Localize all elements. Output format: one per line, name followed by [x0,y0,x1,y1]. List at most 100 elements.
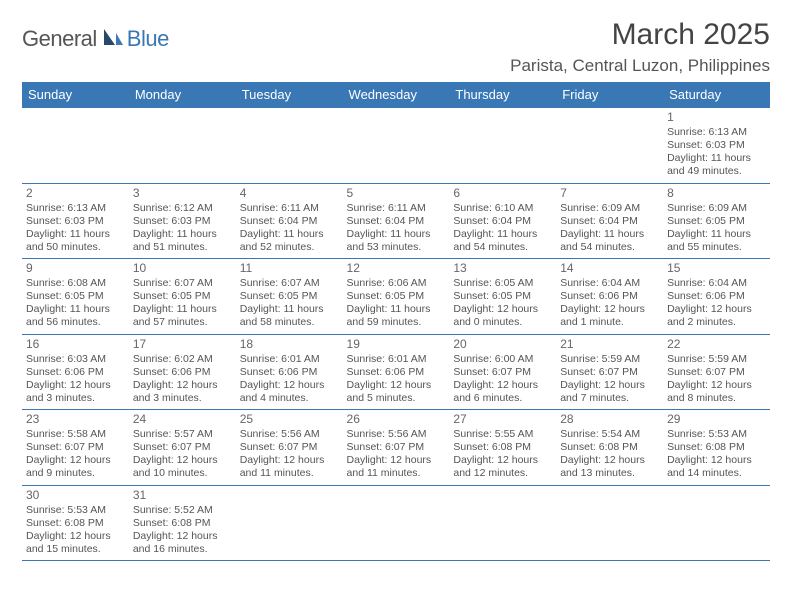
calendar-cell: 5Sunrise: 6:11 AMSunset: 6:04 PMDaylight… [343,183,450,259]
daylight-text: Daylight: 12 hours [667,303,766,316]
sunset-text: Sunset: 6:08 PM [26,517,125,530]
calendar-cell: 24Sunrise: 5:57 AMSunset: 6:07 PMDayligh… [129,410,236,486]
location: Parista, Central Luzon, Philippines [510,56,770,76]
sunrise-text: Sunrise: 5:57 AM [133,428,232,441]
day-number: 10 [133,261,232,276]
daylight-text: and 1 minute. [560,316,659,329]
sunset-text: Sunset: 6:07 PM [453,366,552,379]
calendar-row: 9Sunrise: 6:08 AMSunset: 6:05 PMDaylight… [22,259,770,335]
sunrise-text: Sunrise: 6:09 AM [560,202,659,215]
calendar-cell: 22Sunrise: 5:59 AMSunset: 6:07 PMDayligh… [663,334,770,410]
day-number: 29 [667,412,766,427]
day-number: 13 [453,261,552,276]
sunset-text: Sunset: 6:04 PM [560,215,659,228]
daylight-text: and 53 minutes. [347,241,446,254]
daylight-text: Daylight: 12 hours [560,379,659,392]
daylight-text: Daylight: 11 hours [347,303,446,316]
day-number: 9 [26,261,125,276]
sunset-text: Sunset: 6:03 PM [26,215,125,228]
sunrise-text: Sunrise: 6:00 AM [453,353,552,366]
calendar-cell: 16Sunrise: 6:03 AMSunset: 6:06 PMDayligh… [22,334,129,410]
month-title: March 2025 [510,18,770,52]
sunrise-text: Sunrise: 5:53 AM [667,428,766,441]
daylight-text: and 4 minutes. [240,392,339,405]
daylight-text: Daylight: 12 hours [240,379,339,392]
daylight-text: Daylight: 12 hours [133,379,232,392]
sunrise-text: Sunrise: 6:11 AM [347,202,446,215]
sunset-text: Sunset: 6:07 PM [560,366,659,379]
sunrise-text: Sunrise: 6:02 AM [133,353,232,366]
sunset-text: Sunset: 6:05 PM [26,290,125,303]
sunrise-text: Sunrise: 6:03 AM [26,353,125,366]
calendar-cell: 21Sunrise: 5:59 AMSunset: 6:07 PMDayligh… [556,334,663,410]
calendar-body: 1Sunrise: 6:13 AMSunset: 6:03 PMDaylight… [22,108,770,561]
sunrise-text: Sunrise: 6:08 AM [26,277,125,290]
sunrise-text: Sunrise: 6:04 AM [667,277,766,290]
day-number: 12 [347,261,446,276]
calendar-cell: 14Sunrise: 6:04 AMSunset: 6:06 PMDayligh… [556,259,663,335]
sail-icon [102,27,124,52]
sunset-text: Sunset: 6:06 PM [667,290,766,303]
daylight-text: and 7 minutes. [560,392,659,405]
sunrise-text: Sunrise: 6:10 AM [453,202,552,215]
calendar-table: Sunday Monday Tuesday Wednesday Thursday… [22,82,770,561]
calendar-cell: 20Sunrise: 6:00 AMSunset: 6:07 PMDayligh… [449,334,556,410]
calendar-cell: 3Sunrise: 6:12 AMSunset: 6:03 PMDaylight… [129,183,236,259]
daylight-text: Daylight: 12 hours [347,379,446,392]
daylight-text: Daylight: 11 hours [26,228,125,241]
calendar-cell: 18Sunrise: 6:01 AMSunset: 6:06 PMDayligh… [236,334,343,410]
sunrise-text: Sunrise: 5:55 AM [453,428,552,441]
daylight-text: Daylight: 12 hours [347,454,446,467]
daylight-text: Daylight: 11 hours [133,228,232,241]
day-header: Wednesday [343,82,450,108]
calendar-row: 23Sunrise: 5:58 AMSunset: 6:07 PMDayligh… [22,410,770,486]
sunset-text: Sunset: 6:07 PM [133,441,232,454]
day-number: 7 [560,186,659,201]
calendar-cell: 7Sunrise: 6:09 AMSunset: 6:04 PMDaylight… [556,183,663,259]
daylight-text: Daylight: 12 hours [133,530,232,543]
sunrise-text: Sunrise: 6:04 AM [560,277,659,290]
daylight-text: and 16 minutes. [133,543,232,556]
daylight-text: and 0 minutes. [453,316,552,329]
day-header: Friday [556,82,663,108]
daylight-text: and 5 minutes. [347,392,446,405]
sunrise-text: Sunrise: 5:53 AM [26,504,125,517]
sunrise-text: Sunrise: 6:01 AM [240,353,339,366]
daylight-text: Daylight: 11 hours [667,152,766,165]
calendar-cell: 30Sunrise: 5:53 AMSunset: 6:08 PMDayligh… [22,485,129,561]
sunrise-text: Sunrise: 6:13 AM [667,126,766,139]
sunset-text: Sunset: 6:04 PM [453,215,552,228]
daylight-text: and 52 minutes. [240,241,339,254]
day-header: Tuesday [236,82,343,108]
daylight-text: Daylight: 12 hours [453,379,552,392]
daylight-text: Daylight: 11 hours [453,228,552,241]
calendar-cell: 29Sunrise: 5:53 AMSunset: 6:08 PMDayligh… [663,410,770,486]
daylight-text: Daylight: 11 hours [26,303,125,316]
calendar-cell: 26Sunrise: 5:56 AMSunset: 6:07 PMDayligh… [343,410,450,486]
daylight-text: Daylight: 12 hours [26,379,125,392]
daylight-text: Daylight: 12 hours [26,530,125,543]
daylight-text: and 9 minutes. [26,467,125,480]
day-number: 19 [347,337,446,352]
day-number: 1 [667,110,766,125]
calendar-cell: 15Sunrise: 6:04 AMSunset: 6:06 PMDayligh… [663,259,770,335]
sunset-text: Sunset: 6:03 PM [133,215,232,228]
daylight-text: Daylight: 12 hours [560,454,659,467]
daylight-text: and 50 minutes. [26,241,125,254]
daylight-text: and 54 minutes. [560,241,659,254]
daylight-text: and 57 minutes. [133,316,232,329]
day-number: 21 [560,337,659,352]
sunset-text: Sunset: 6:05 PM [240,290,339,303]
sunset-text: Sunset: 6:05 PM [347,290,446,303]
day-number: 8 [667,186,766,201]
sunset-text: Sunset: 6:04 PM [347,215,446,228]
daylight-text: and 56 minutes. [26,316,125,329]
daylight-text: and 6 minutes. [453,392,552,405]
day-header: Saturday [663,82,770,108]
day-number: 3 [133,186,232,201]
day-header: Thursday [449,82,556,108]
calendar-cell: 13Sunrise: 6:05 AMSunset: 6:05 PMDayligh… [449,259,556,335]
sunrise-text: Sunrise: 6:07 AM [133,277,232,290]
daylight-text: Daylight: 12 hours [453,303,552,316]
daylight-text: and 55 minutes. [667,241,766,254]
